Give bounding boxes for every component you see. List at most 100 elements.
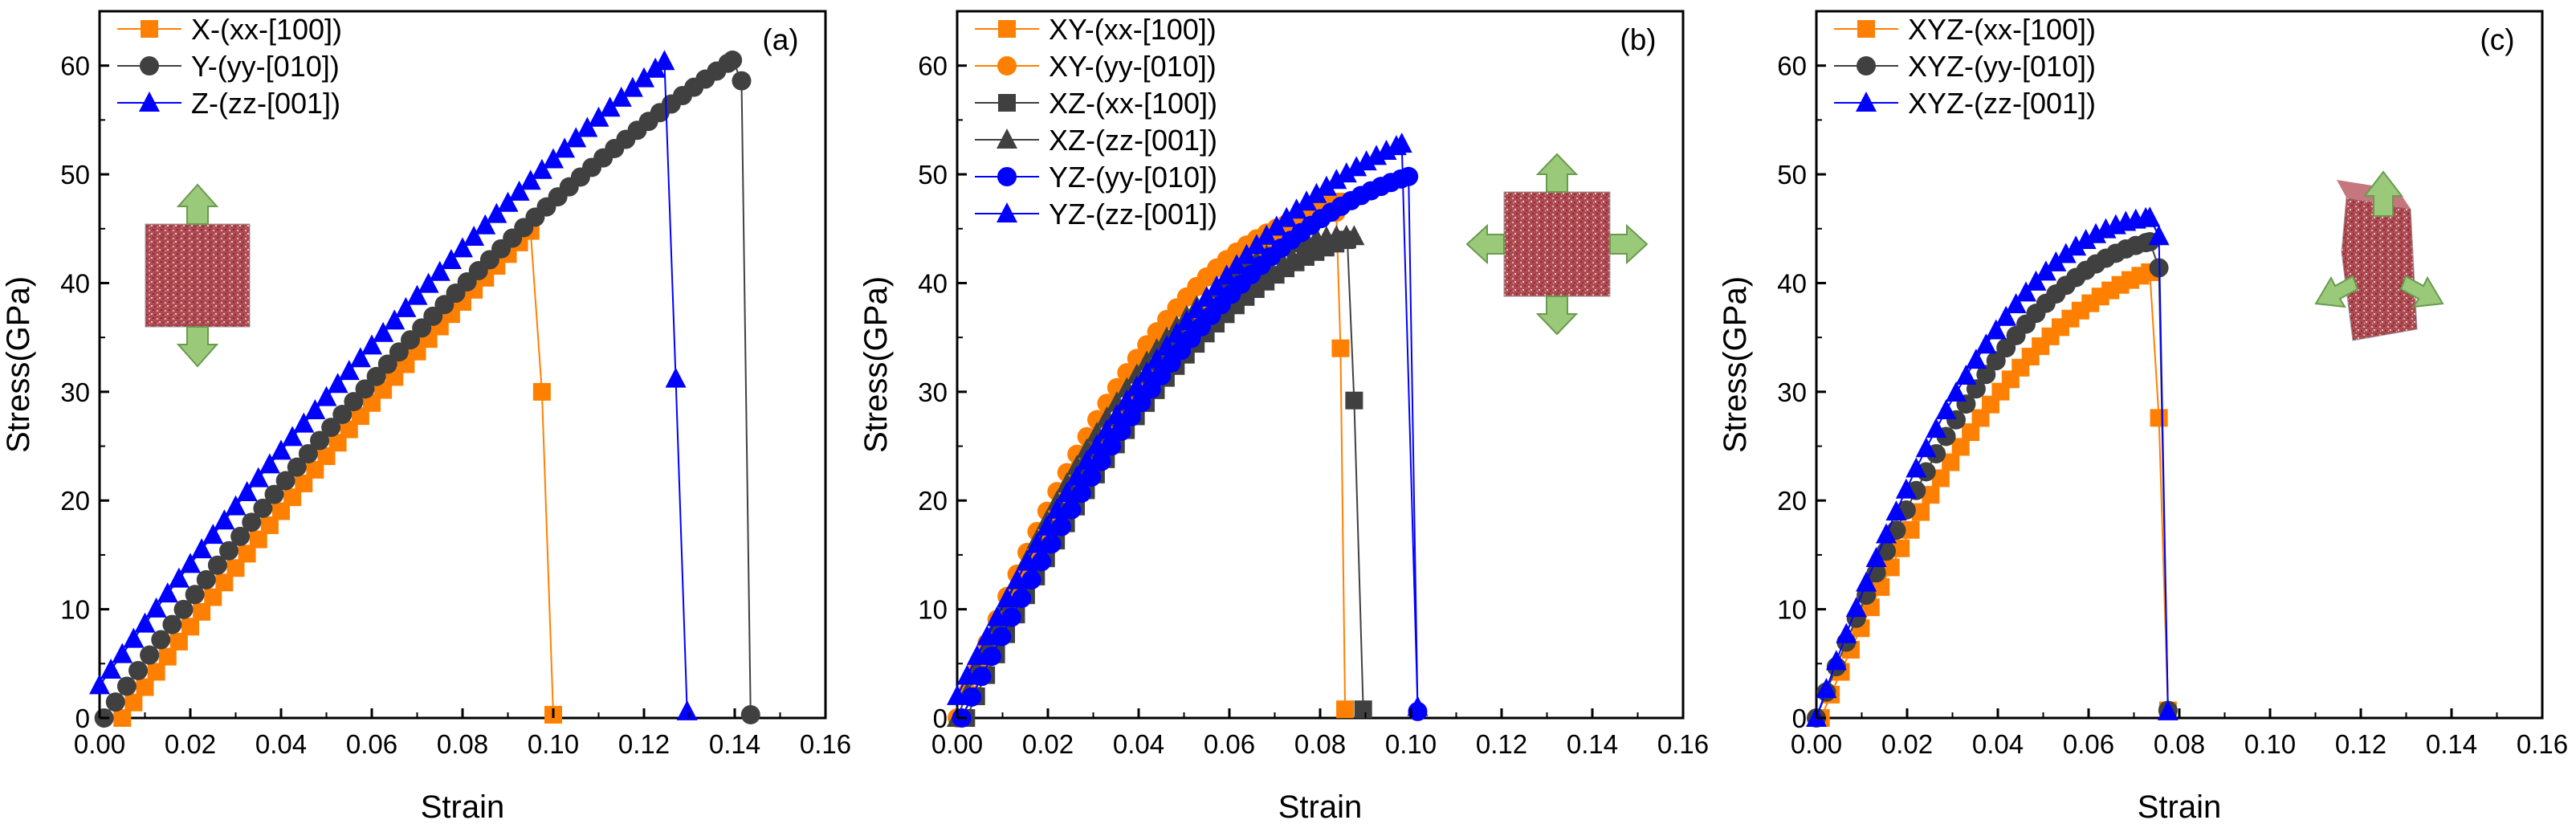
- data-point: [1995, 305, 2017, 326]
- data-point: [1931, 469, 1950, 487]
- arrow-left-icon: [2314, 275, 2359, 308]
- data-point: [1266, 215, 1287, 236]
- data-point: [377, 354, 397, 374]
- data-point: [2045, 251, 2067, 271]
- data-point: [169, 632, 188, 651]
- data-point: [599, 96, 621, 117]
- x-tick-label: 0.12: [618, 729, 670, 759]
- data-point: [338, 360, 360, 381]
- data-point: [162, 614, 182, 634]
- data-point: [214, 509, 235, 530]
- data-point: [1845, 597, 1867, 618]
- legend: X-(xx-[100]) Y-(yy-[010]) Z-(zz-[001]): [117, 13, 342, 120]
- data-point: [1026, 532, 1048, 553]
- x-tick-label: 0.14: [2426, 729, 2477, 759]
- data-point: [1021, 569, 1041, 589]
- data-point: [1346, 156, 1367, 177]
- arrow-down-icon: [1535, 296, 1579, 336]
- data-point: [1407, 696, 1429, 716]
- data-point: [1315, 175, 1337, 196]
- data-point: [1326, 169, 1347, 190]
- data-point: [429, 260, 450, 281]
- data-point: [966, 644, 988, 665]
- legend-marker: [998, 20, 1016, 38]
- data-point: [1946, 381, 1967, 402]
- data-point: [2075, 228, 2097, 249]
- data-point: [2055, 243, 2077, 263]
- data-point: [1345, 391, 1363, 410]
- legend-entry: X-(xx-[100]): [117, 13, 342, 46]
- data-point: [344, 392, 364, 412]
- x-tick-label: 0.02: [1022, 729, 1074, 759]
- data-point: [2157, 700, 2179, 720]
- data-point: [1354, 700, 1372, 719]
- data-point: [271, 439, 291, 460]
- data-point: [1012, 588, 1032, 608]
- data-marks: [89, 50, 760, 728]
- legend-marker: [141, 20, 158, 38]
- data-point: [634, 67, 654, 88]
- legend-marker: [997, 202, 1017, 222]
- data-point: [1216, 264, 1237, 285]
- legend-entry: YZ-(zz-[001]): [975, 198, 1217, 230]
- data-point: [1825, 650, 1847, 671]
- data-point: [355, 379, 375, 399]
- data-point: [440, 248, 462, 269]
- data-point: [406, 284, 428, 305]
- data-point: [1032, 552, 1052, 572]
- data-point: [997, 587, 1018, 608]
- data-point: [1331, 339, 1350, 357]
- data-point: [497, 191, 519, 212]
- data-point: [531, 158, 552, 179]
- y-tick-label: 50: [60, 160, 90, 190]
- data-point: [1892, 539, 1910, 557]
- data-point: [306, 460, 324, 479]
- data-point: [113, 709, 132, 727]
- legend-label: XYZ-(yy-[010]): [1908, 50, 2096, 83]
- data-point: [173, 599, 194, 619]
- data-point: [1391, 133, 1412, 153]
- data-point: [1335, 162, 1357, 183]
- data-point: [1876, 523, 1897, 544]
- data-point: [373, 321, 394, 342]
- panel-c: 0.00 0.02 0.04 0.06 0.08 0.10 0.12 0.14 0.16 0 10 2…: [1718, 10, 2568, 824]
- x-tick-label: 0.04: [1113, 729, 1164, 759]
- data-point: [1017, 550, 1038, 571]
- x-tick-label: 0.14: [709, 729, 760, 759]
- legend-marker: [1857, 20, 1875, 38]
- x-tick-label: 0.00: [931, 729, 983, 759]
- data-point: [180, 553, 201, 573]
- y-tick-label: 20: [918, 486, 948, 516]
- y-tick-label: 60: [60, 51, 90, 81]
- data-point: [1186, 298, 1208, 319]
- series-XZ-(xx-[100]): [957, 230, 1372, 727]
- data-point: [259, 453, 280, 474]
- data-point: [1066, 465, 1088, 486]
- x-axis-label: Strain: [421, 789, 505, 824]
- data-point: [554, 137, 576, 158]
- data-point: [321, 418, 341, 438]
- data-point: [327, 373, 348, 394]
- data-point: [1006, 569, 1028, 589]
- y-tick-label: 0: [933, 704, 948, 733]
- data-point: [100, 658, 122, 679]
- legend-entry: XZ-(zz-[001]): [975, 124, 1217, 157]
- data-point: [134, 612, 156, 633]
- series-Z-(zz-[001]): [89, 50, 698, 720]
- data-point: [1865, 546, 1887, 567]
- x-tick-label: 0.10: [1385, 729, 1437, 759]
- inset-cube: [145, 183, 251, 368]
- data-point: [1126, 375, 1147, 396]
- data-point: [168, 567, 190, 588]
- data-point: [1915, 437, 1937, 458]
- data-point: [610, 86, 632, 107]
- data-point: [202, 524, 224, 545]
- data-point: [981, 647, 1001, 667]
- data-point: [238, 545, 256, 563]
- series-XY-(yy-[010]): [948, 202, 1346, 728]
- data-point: [1276, 206, 1298, 227]
- y-tick-label: 40: [60, 268, 90, 298]
- arrow-left-icon: [1465, 223, 1505, 265]
- cube-face: [1503, 191, 1611, 297]
- legend-marker: [139, 92, 160, 112]
